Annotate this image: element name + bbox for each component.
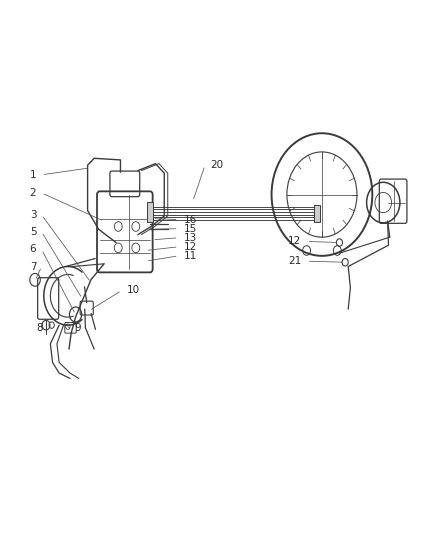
Text: 20: 20 xyxy=(210,160,223,170)
Text: 8: 8 xyxy=(36,323,43,333)
Text: 9: 9 xyxy=(74,323,81,333)
Text: 5: 5 xyxy=(30,227,36,237)
Text: 10: 10 xyxy=(127,286,140,295)
Text: 15: 15 xyxy=(184,224,197,233)
Text: 12: 12 xyxy=(184,242,197,252)
Text: 13: 13 xyxy=(184,233,197,243)
Text: 7: 7 xyxy=(30,262,36,271)
Text: 21: 21 xyxy=(288,256,301,266)
FancyBboxPatch shape xyxy=(147,202,153,222)
Text: 6: 6 xyxy=(30,245,36,254)
Text: 16: 16 xyxy=(184,215,197,224)
FancyBboxPatch shape xyxy=(314,205,320,222)
Text: 12: 12 xyxy=(288,237,301,246)
Text: 2: 2 xyxy=(30,188,36,198)
Text: 3: 3 xyxy=(30,210,36,220)
Text: 1: 1 xyxy=(30,170,36,180)
Text: 11: 11 xyxy=(184,251,197,261)
